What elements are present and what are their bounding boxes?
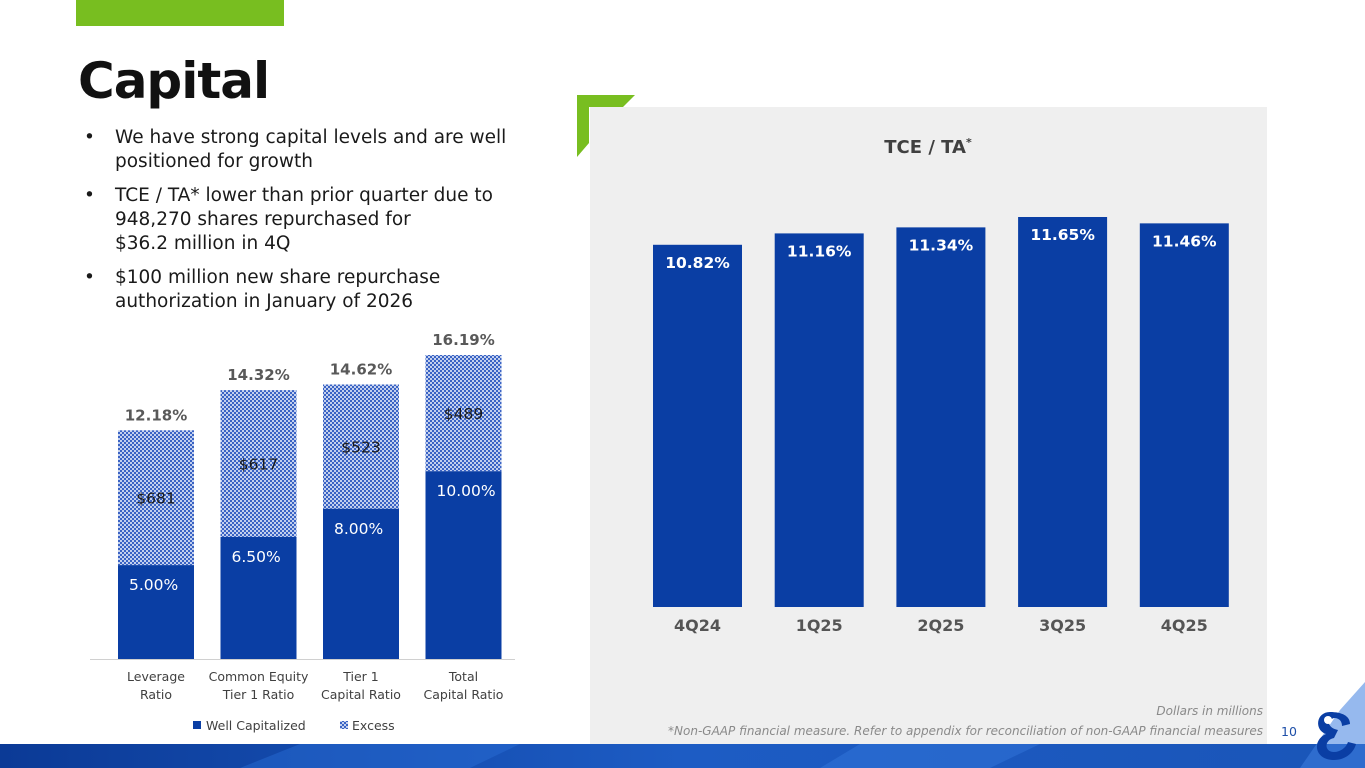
capital-ratios-chart: 5.00% $681 12.18% Leverage Ratio 6.50% $617 14.… — [90, 331, 530, 746]
tce-ta-chart: TCE / TA* 10.82% 4Q24 11.16% 1Q25 11.34% 2Q25 1… — [653, 136, 1229, 635]
quarter-label: 4Q24 — [674, 616, 721, 635]
quarter-label: 1Q25 — [796, 616, 843, 635]
category-label: Tier 1 — [342, 669, 378, 684]
well-capitalized-bar — [425, 471, 502, 659]
chart-title: TCE / TA* — [884, 136, 972, 158]
total-label: 16.19% — [432, 331, 494, 349]
tce-ta-value-label: 10.82% — [665, 254, 730, 272]
tce-ta-bar — [653, 244, 742, 607]
bullet-line: positioned for growth — [115, 151, 313, 172]
category-label: Total — [448, 669, 478, 684]
tce-ta-value-label: 11.46% — [1152, 232, 1217, 250]
tce-ta-bar — [896, 227, 986, 607]
legend-label-excess: Excess — [352, 718, 395, 733]
well-capitalized-label: 6.50% — [232, 548, 281, 566]
bottom-band — [0, 744, 1365, 768]
tce-ta-value-label: 11.34% — [909, 236, 974, 254]
total-label: 14.62% — [330, 360, 392, 378]
category-label: Capital Ratio — [424, 687, 504, 702]
non-gaap-note: *Non-GAAP financial measure. Refer to ap… — [668, 724, 1263, 738]
total-label: 12.18% — [125, 406, 187, 424]
accent-bar — [76, 0, 284, 26]
tce-ta-bar — [1139, 223, 1229, 607]
well-capitalized-bar — [118, 565, 194, 659]
well-capitalized-bar — [220, 536, 297, 659]
bullet-item: We have strong capital levels and are we… — [84, 126, 534, 174]
total-label: 14.32% — [227, 366, 289, 384]
excess-bar — [118, 430, 194, 566]
legend-label-well-capitalized: Well Capitalized — [206, 718, 306, 733]
quarter-label: 3Q25 — [1039, 616, 1086, 635]
bullet-line: $36.2 million in 4Q — [115, 233, 291, 254]
well-capitalized-bar — [323, 508, 399, 659]
category-label: Leverage — [127, 669, 185, 684]
bullet-line: authorization in January of 2026 — [115, 291, 414, 312]
bullet-line: We have strong capital levels and are we… — [115, 127, 507, 148]
category-label: Tier 1 Ratio — [222, 687, 295, 702]
excess-bar — [323, 384, 399, 509]
tce-ta-value-label: 11.65% — [1030, 226, 1095, 244]
legend-swatch-well-capitalized — [193, 721, 201, 729]
well-capitalized-label: 10.00% — [437, 482, 496, 500]
category-label: Ratio — [140, 687, 172, 702]
category-label: Capital Ratio — [321, 687, 401, 702]
page-number: 10 — [1281, 724, 1297, 739]
well-capitalized-label: 8.00% — [334, 520, 383, 538]
excess-label: $489 — [444, 405, 483, 423]
well-capitalized-label: 5.00% — [129, 576, 178, 594]
legend-swatch-excess — [340, 721, 348, 729]
bullet-line: $100 million new share repurchase — [115, 267, 441, 288]
page-title: Capital — [78, 52, 270, 110]
bullet-line: 948,270 shares repurchased for — [115, 209, 411, 230]
corner-bracket-icon — [577, 95, 635, 157]
brand-logo-icon — [1300, 682, 1365, 768]
tce-ta-bar — [1018, 217, 1108, 607]
excess-bar — [220, 390, 297, 537]
bullet-list: We have strong capital levels and are we… — [84, 126, 534, 324]
tce-ta-value-label: 11.16% — [787, 242, 852, 260]
excess-label: $617 — [239, 456, 278, 474]
dollars-note: Dollars in millions — [1156, 704, 1263, 718]
chart-title-superscript: * — [966, 136, 972, 149]
quarter-label: 4Q25 — [1161, 616, 1208, 635]
tce-ta-bar — [774, 233, 864, 607]
bullet-item: $100 million new share repurchase author… — [84, 266, 534, 314]
bullet-line: TCE / TA* lower than prior quarter due t… — [115, 185, 493, 206]
excess-label: $681 — [136, 490, 175, 508]
excess-label: $523 — [341, 439, 380, 457]
bullet-item: TCE / TA* lower than prior quarter due t… — [84, 184, 534, 256]
excess-bar — [425, 355, 502, 472]
category-label: Common Equity — [209, 669, 309, 684]
quarter-label: 2Q25 — [917, 616, 964, 635]
